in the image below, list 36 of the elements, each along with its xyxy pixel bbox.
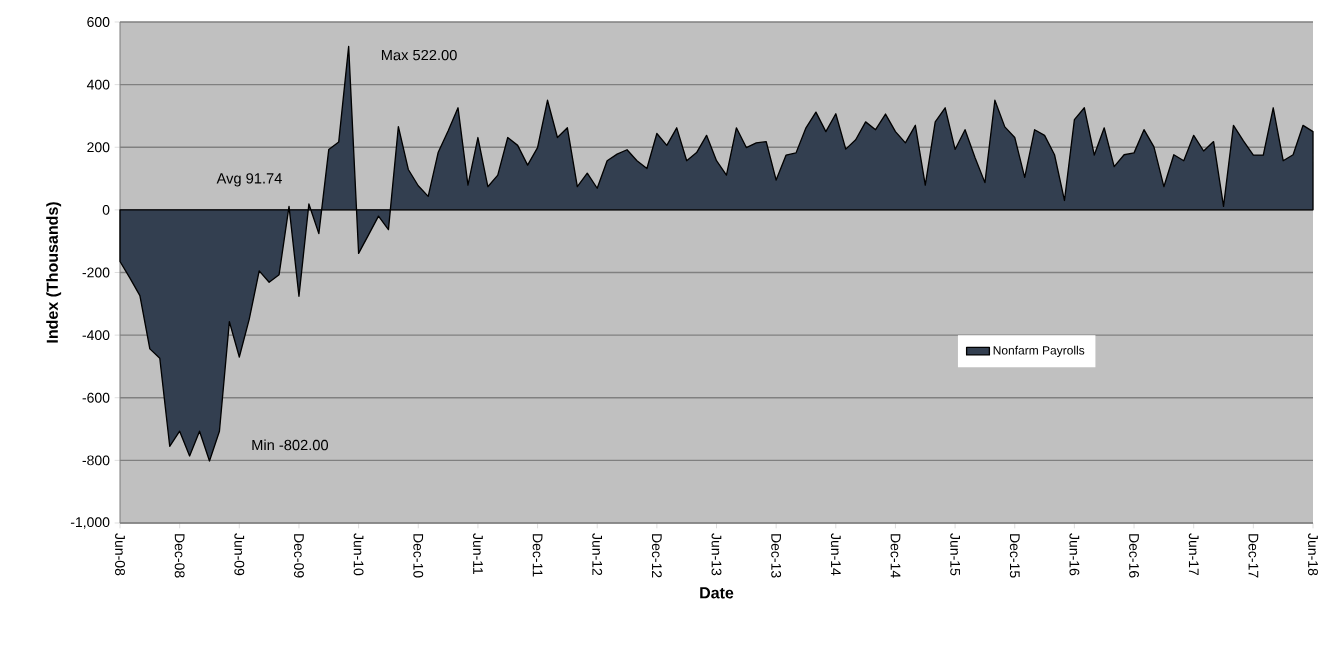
x-tick-label: Dec-08 [174,534,185,578]
y-tick-label: 600 [87,17,110,27]
x-tick-label: Jun-17 [1188,533,1199,576]
y-tick-label: -400 [82,330,110,341]
x-tick-label: Jun-14 [830,533,841,576]
x-tick-label: Jun-15 [950,533,960,576]
x-tick-label: Jun-10 [353,533,364,576]
y-tick-label: -1,000 [70,517,110,529]
x-tick-label: Dec-13 [771,534,782,578]
y-tick-label: -800 [82,455,110,466]
x-tick-label: Dec-17 [1248,534,1259,578]
x-tick-label: Dec-14 [890,534,901,578]
x-tick-label: Jun-16 [1069,533,1080,576]
x-tick-label: Jun-08 [115,533,125,576]
x-tick-label: Jun-18 [1308,533,1318,576]
x-tick-label: Dec-10 [413,534,424,578]
y-tick-label: 200 [87,142,110,153]
y-tick-label: -600 [82,392,110,403]
annotation: Avg 91.74 [216,173,282,187]
y-tick-label: -200 [82,267,110,278]
y-tick-label: 400 [86,79,110,90]
x-tick-label: Jun-13 [711,533,722,576]
annotation: Min -802.00 [252,439,329,451]
x-tick-label: Dec-16 [1129,534,1139,578]
y-axis-title: Index (Thousands) [46,202,62,343]
x-tick-label: Jun-12 [592,533,603,576]
x-tick-label: Dec-11 [532,534,543,577]
x-tick-label: Jun-09 [234,533,245,576]
x-tick-label: Jun-11 [473,533,483,575]
x-axis-title: Date [700,587,734,599]
x-tick-label: Dec-09 [293,534,304,578]
annotation: Max 522.00 [381,49,457,61]
x-tick-label: Dec-12 [651,534,662,578]
legend-label: Nonfarm Payrolls [993,345,1085,357]
x-tick-label: Dec-15 [1009,534,1020,578]
y-tick-label: 0 [102,204,110,215]
